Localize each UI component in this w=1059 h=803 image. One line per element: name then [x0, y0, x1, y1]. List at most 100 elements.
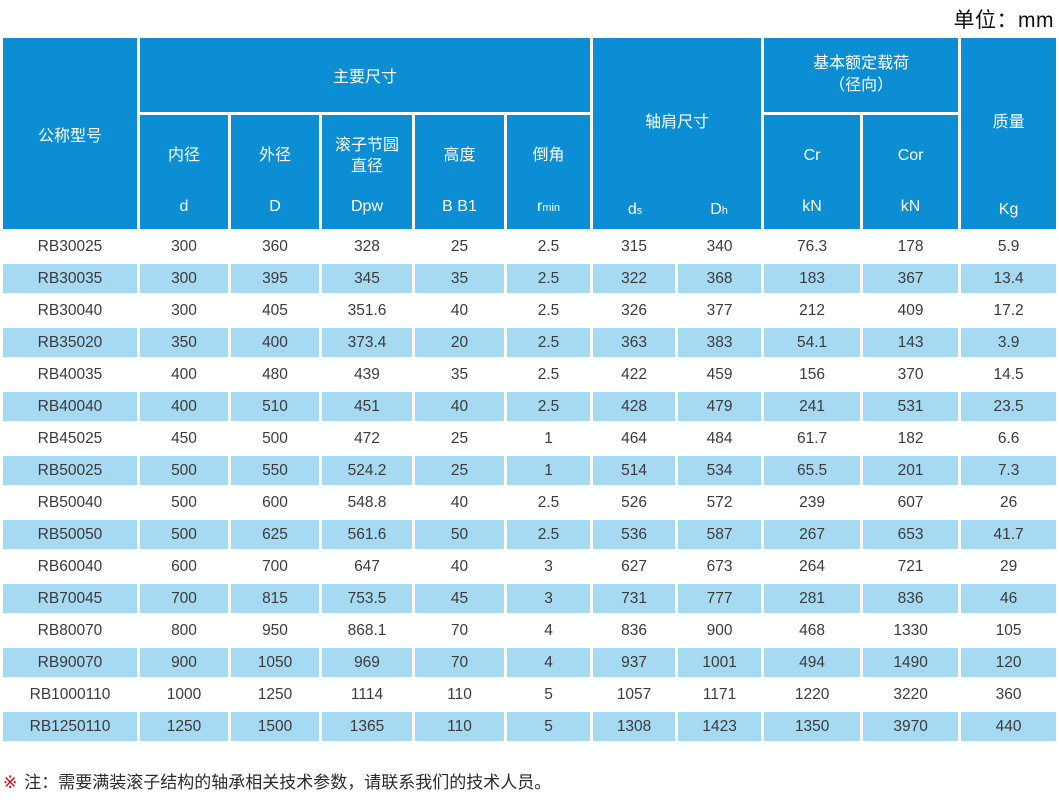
col-header-outer-diameter: 外径 D	[231, 115, 319, 229]
value-cell: 969	[322, 648, 412, 677]
value-cell: 14.5	[961, 360, 1057, 389]
value-cell: 360	[231, 232, 319, 261]
table-row: RB30040 300 405 351.6 40 2.5 326 377 212 409 17.2	[3, 296, 1057, 325]
shoulder-group-label: 轴肩尺寸	[645, 113, 710, 131]
table-row: RB80070 800 950 868.1 70 4 836 900 468 1330 105	[3, 616, 1057, 645]
table-row: RB40035 400 480 439 35 2.5 422 459 156 370 14.5	[3, 360, 1057, 389]
value-cell: 494	[764, 648, 861, 677]
value-cell: 2.5	[507, 328, 591, 357]
table-row: RB50040 500 600 548.8 40 2.5 526 572 239 607 26	[3, 488, 1057, 517]
model-cell: RB45025	[3, 424, 137, 453]
value-cell: 950	[231, 616, 319, 645]
value-cell: 625	[231, 520, 319, 549]
value-cell: 120	[961, 648, 1057, 677]
value-cell: 1050	[231, 648, 319, 677]
value-cell: 35	[415, 360, 504, 389]
table-body: RB30025 300 360 328 25 2.5 315 340 76.3 178 5.9 RB3…	[3, 232, 1057, 741]
model-cell: RB70045	[3, 584, 137, 613]
value-cell: 156	[764, 360, 861, 389]
table-row: RB30035 300 395 345 35 2.5 322 368 183 367 13.4	[3, 264, 1057, 293]
table-row: RB30025 300 360 328 25 2.5 315 340 76.3 178 5.9	[3, 232, 1057, 261]
value-cell: 65.5	[764, 456, 861, 485]
table-row: RB70045 700 815 753.5 45 3 731 777 281 836 46	[3, 584, 1057, 613]
value-cell: 1	[507, 424, 591, 453]
value-cell: 143	[863, 328, 959, 357]
value-cell: 322	[593, 264, 676, 293]
value-cell: 267	[764, 520, 861, 549]
value-cell: 300	[140, 296, 228, 325]
value-cell: 40	[415, 296, 504, 325]
value-cell: 54.1	[764, 328, 861, 357]
value-cell: 2.5	[507, 520, 591, 549]
value-cell: 2.5	[507, 392, 591, 421]
value-cell: 440	[961, 712, 1057, 741]
value-cell: 647	[322, 552, 412, 581]
model-cell: RB30035	[3, 264, 137, 293]
value-cell: 377	[678, 296, 762, 325]
value-cell: 2.5	[507, 488, 591, 517]
value-cell: 1365	[322, 712, 412, 741]
value-cell: 479	[678, 392, 762, 421]
value-cell: 328	[322, 232, 412, 261]
col-header-cr: Cr kN	[764, 115, 861, 229]
value-cell: 239	[764, 488, 861, 517]
value-cell: 50	[415, 520, 504, 549]
value-cell: 1057	[593, 680, 676, 709]
col-header-mass: 质量 Kg	[961, 38, 1057, 229]
value-cell: 1490	[863, 648, 959, 677]
value-cell: 627	[593, 552, 676, 581]
table-row: RB1000110 1000 1250 1114 110 5 1057 1171 1220 322…	[3, 680, 1057, 709]
value-cell: 201	[863, 456, 959, 485]
mass-label: 质量	[992, 113, 1025, 131]
value-cell: 400	[140, 392, 228, 421]
value-cell: 536	[593, 520, 676, 549]
value-cell: 13.4	[961, 264, 1057, 293]
footnote-text: 注：需要满装滚子结构的轴承相关技术参数，请联系我们的技术人员。	[24, 773, 552, 792]
value-cell: 1000	[140, 680, 228, 709]
value-cell: 2.5	[507, 264, 591, 293]
value-cell: 900	[678, 616, 762, 645]
value-cell: 264	[764, 552, 861, 581]
value-cell: 468	[764, 616, 861, 645]
value-cell: 7.3	[961, 456, 1057, 485]
footnote-marker: ※	[3, 773, 18, 792]
value-cell: 572	[678, 488, 762, 517]
value-cell: 40	[415, 552, 504, 581]
value-cell: 422	[593, 360, 676, 389]
table-row: RB1250110 1250 1500 1365 110 5 1308 1423 1350 397…	[3, 712, 1057, 741]
value-cell: 326	[593, 296, 676, 325]
value-cell: 1423	[678, 712, 762, 741]
value-cell: 3.9	[961, 328, 1057, 357]
value-cell: 40	[415, 488, 504, 517]
value-cell: 777	[678, 584, 762, 613]
value-cell: 300	[140, 232, 228, 261]
value-cell: 61.7	[764, 424, 861, 453]
value-cell: 1308	[593, 712, 676, 741]
value-cell: 731	[593, 584, 676, 613]
value-cell: 836	[593, 616, 676, 645]
value-cell: 700	[140, 584, 228, 613]
value-cell: 351.6	[322, 296, 412, 325]
value-cell: 1250	[231, 680, 319, 709]
col-group-main-dimensions: 主要尺寸	[140, 38, 591, 112]
value-cell: 1001	[678, 648, 762, 677]
value-cell: 450	[140, 424, 228, 453]
value-cell: 20	[415, 328, 504, 357]
value-cell: 5	[507, 712, 591, 741]
col-header-cor: Cor kN	[863, 115, 959, 229]
table-row: RB50050 500 625 561.6 50 2.5 536 587 267 653 41.7	[3, 520, 1057, 549]
value-cell: 587	[678, 520, 762, 549]
value-cell: 1171	[678, 680, 762, 709]
model-cell: RB50025	[3, 456, 137, 485]
value-cell: 373.4	[322, 328, 412, 357]
model-cell: RB40035	[3, 360, 137, 389]
footnote: ※ 注：需要满装滚子结构的轴承相关技术参数，请联系我们的技术人员。	[3, 768, 551, 793]
value-cell: 900	[140, 648, 228, 677]
value-cell: 4	[507, 616, 591, 645]
model-cell: RB50050	[3, 520, 137, 549]
value-cell: 815	[231, 584, 319, 613]
value-cell: 400	[231, 328, 319, 357]
model-cell: RB90070	[3, 648, 137, 677]
value-cell: 368	[678, 264, 762, 293]
value-cell: 409	[863, 296, 959, 325]
